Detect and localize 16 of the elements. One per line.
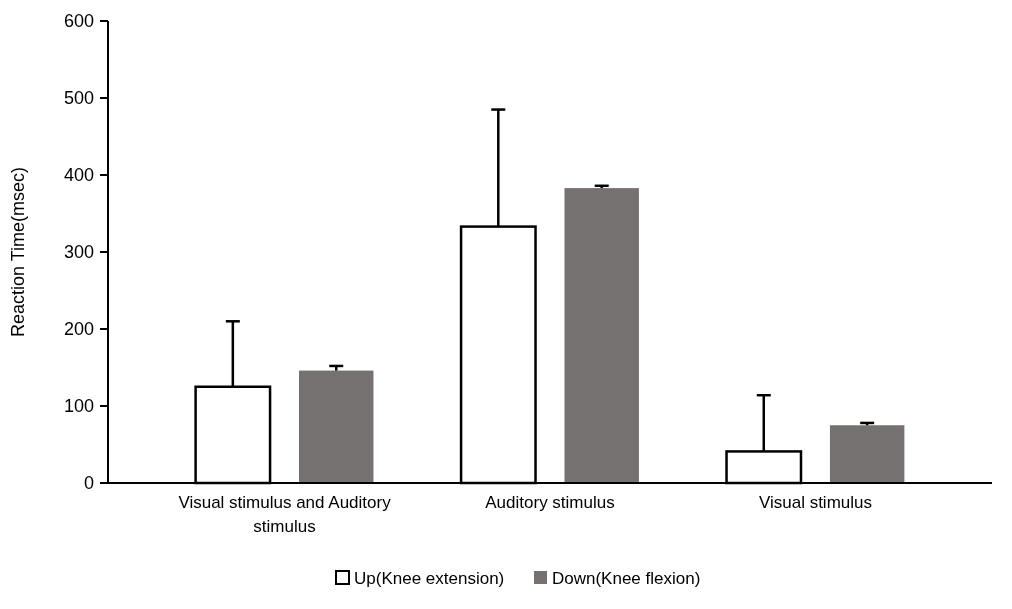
- y-tick-label: 500: [63, 88, 94, 109]
- y-tick-label: 100: [63, 396, 94, 417]
- legend-label: Down(Knee flexion): [552, 568, 701, 588]
- y-tick-label: 0: [83, 473, 94, 494]
- x-tick-label: Auditory stimulus: [485, 493, 615, 512]
- legend-label: Up(Knee extension): [354, 568, 505, 588]
- y-axis-title: Reaction Time(msec): [8, 166, 28, 338]
- bar: [299, 370, 374, 483]
- y-tick-label: 600: [63, 11, 94, 32]
- y-tick-label: 400: [63, 165, 94, 186]
- y-tick-label: 200: [63, 319, 94, 340]
- y-tick-label: 300: [63, 242, 94, 263]
- bar: [564, 188, 639, 483]
- x-tick-label: Visual stimulus: [758, 493, 872, 512]
- bar: [829, 425, 905, 483]
- x-tick-label: Visual stimulus and Auditory stimulus: [178, 493, 392, 536]
